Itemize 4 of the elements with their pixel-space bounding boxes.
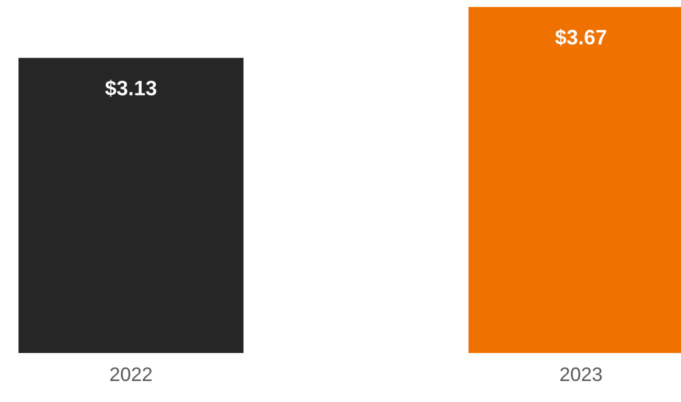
x-tick-label: 2022 (110, 367, 152, 382)
data-label: $3.13 (105, 80, 156, 97)
x-tick-label: 2023 (560, 367, 602, 382)
data-label: $3.67 (555, 28, 606, 46)
